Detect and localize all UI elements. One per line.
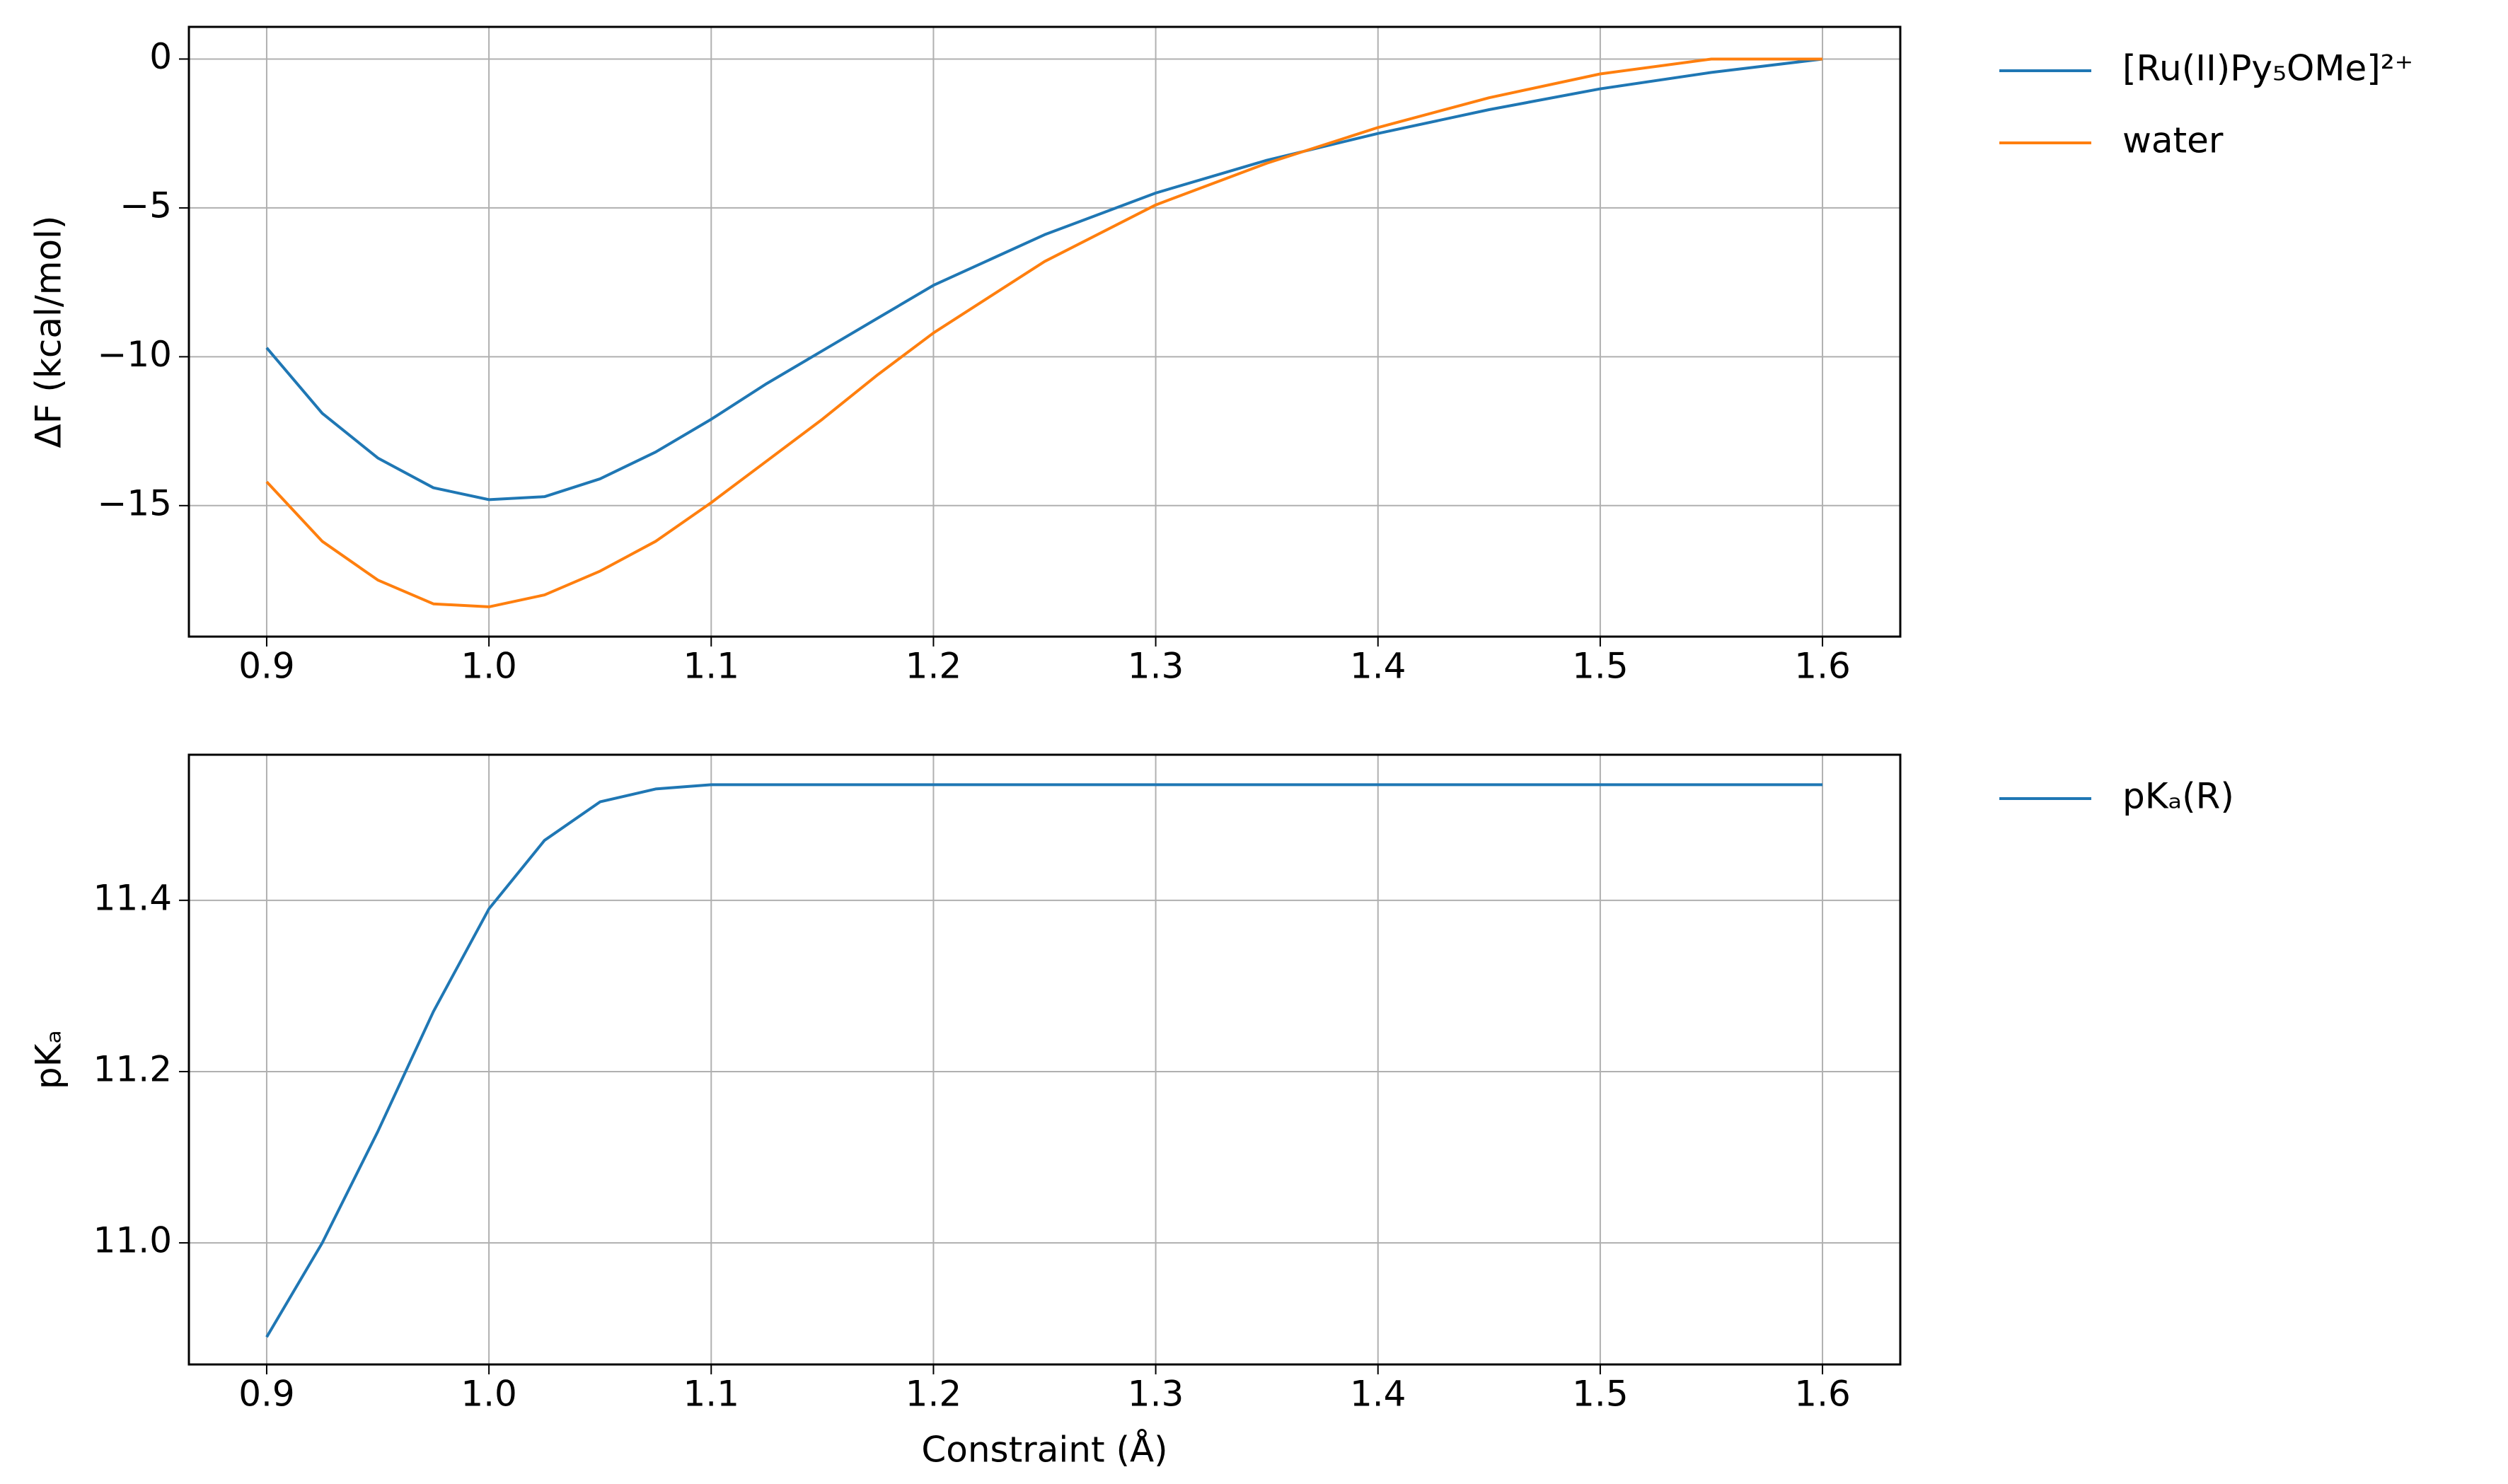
x-tick-label: 1.1 xyxy=(683,1374,740,1415)
y-tick-label: 11.2 xyxy=(93,1048,172,1089)
y-tick-label: −10 xyxy=(97,334,172,375)
legend-label: water xyxy=(2122,120,2224,161)
x-tick-label: 1.0 xyxy=(461,646,517,687)
data-line xyxy=(265,57,1823,502)
x-tick-label: 1.3 xyxy=(1128,646,1184,687)
x-tick-label: 1.6 xyxy=(1794,646,1851,687)
data-line xyxy=(265,57,1823,608)
y-tick-label: 11.0 xyxy=(93,1220,172,1261)
y-tick-label: 0 xyxy=(149,36,172,77)
legend-label: [Ru(II)Py₅OMe]²⁺ xyxy=(2122,48,2413,89)
plot-frame xyxy=(187,25,1902,638)
data-line xyxy=(265,783,1823,1338)
x-tick-label: 0.9 xyxy=(238,1374,295,1415)
x-tick-label: 1.1 xyxy=(683,646,740,687)
x-tick-label: 1.5 xyxy=(1572,646,1629,687)
plot-frame xyxy=(187,753,1902,1366)
x-tick-label: 1.4 xyxy=(1350,646,1406,687)
x-tick-label: 1.6 xyxy=(1794,1374,1851,1415)
y-tick-label: −5 xyxy=(120,185,172,226)
x-tick-label: 1.5 xyxy=(1572,1374,1629,1415)
x-tick-label: 1.3 xyxy=(1128,1374,1184,1415)
x-tick-label: 1.2 xyxy=(906,646,962,687)
x-tick-label: 1.0 xyxy=(461,1374,517,1415)
x-tick-label: 1.2 xyxy=(906,1374,962,1415)
x-axis-label: Constraint (Å) xyxy=(921,1430,1167,1471)
y-tick-label: 11.4 xyxy=(93,877,172,918)
legend-label: pKₐ(R) xyxy=(2122,776,2234,817)
y-axis-label: pKₐ xyxy=(28,1030,69,1089)
y-axis-label: ΔF (kcal/mol) xyxy=(28,216,69,448)
y-tick-label: −15 xyxy=(97,482,172,523)
x-tick-label: 1.4 xyxy=(1350,1374,1406,1415)
x-tick-label: 0.9 xyxy=(238,646,295,687)
